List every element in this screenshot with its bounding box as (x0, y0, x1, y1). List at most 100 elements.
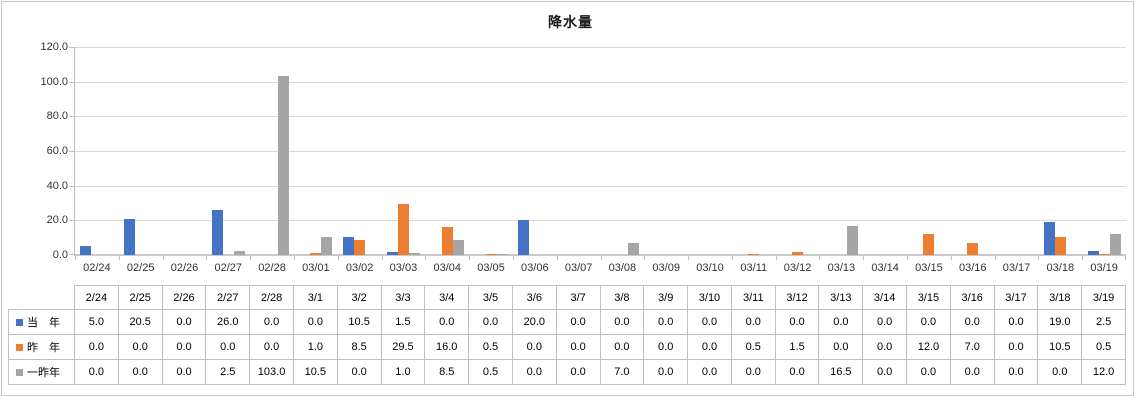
x-tick-label: 03/10 (696, 262, 724, 274)
x-tick-label: 03/16 (958, 262, 987, 274)
table-value-cell: 0.0 (644, 360, 689, 385)
x-tick-label: 03/05 (477, 262, 505, 274)
x-tick-label: 03/17 (1002, 262, 1031, 274)
table-value-cell: 1.0 (381, 360, 426, 385)
bar (846, 226, 858, 255)
x-tick-label: 03/03 (389, 262, 418, 274)
legend-key-icon (16, 318, 23, 326)
bar (967, 243, 979, 255)
table-value-cell: 0.0 (994, 335, 1039, 360)
table-value-cell: 2.5 (1082, 310, 1126, 335)
bar (1087, 251, 1099, 255)
legend-key-icon (16, 343, 23, 351)
table-value-cell: 0.0 (731, 360, 776, 385)
table-value-cell: 0.0 (863, 310, 908, 335)
y-axis-tick (69, 116, 74, 118)
table-value-cell: 0.0 (556, 310, 601, 335)
x-tick-label: 03/04 (433, 262, 461, 274)
table-header-cell: 3/9 (644, 285, 689, 310)
table-header-cell: 3/13 (819, 285, 864, 310)
x-tick-label: 03/02 (345, 262, 374, 274)
x-axis-tick (951, 256, 952, 260)
table-header-cell: 3/16 (950, 285, 995, 310)
series-label-cell: 当 年 (8, 310, 75, 335)
table-value-cell: 12.0 (907, 335, 951, 360)
table-value-cell: 10.5 (1038, 335, 1083, 360)
bar (485, 254, 497, 255)
x-axis-tick (75, 256, 76, 260)
x-axis-line (75, 254, 1126, 256)
table-value-cell: 0.0 (206, 335, 251, 360)
legend-key-icon (16, 368, 23, 376)
table-value-cell: 0.0 (75, 335, 119, 360)
bar (1043, 222, 1055, 255)
x-axis-tick (469, 256, 470, 260)
table-value-cell: 0.0 (75, 360, 119, 385)
table-header-cell: 3/12 (775, 285, 820, 310)
table-value-cell: 0.0 (118, 360, 163, 385)
grid-line (75, 47, 1126, 48)
table-value-cell: 0.0 (512, 360, 557, 385)
x-axis-tick (1038, 256, 1039, 260)
bar (792, 252, 804, 255)
x-axis-tick (644, 256, 645, 260)
table-value-cell: 0.0 (644, 335, 689, 360)
bar (354, 240, 366, 255)
table-value-cell: 16.0 (425, 335, 470, 360)
table-value-cell: 0.0 (819, 335, 864, 360)
bar (321, 237, 333, 255)
y-tick-label: 40.0 (46, 179, 68, 192)
table-value-cell: 0.0 (907, 310, 951, 335)
x-tick-label: 03/08 (608, 262, 637, 274)
table-value-cell: 0.0 (950, 360, 995, 385)
table-value-cell: 16.5 (819, 360, 864, 385)
table-value-cell: 0.0 (863, 360, 908, 385)
y-axis-tick (69, 220, 74, 222)
y-axis-line (74, 47, 75, 256)
x-axis-tick (382, 256, 383, 260)
table-header-cell: 2/25 (118, 285, 163, 310)
x-axis-tick (294, 256, 295, 260)
table-value-cell: 0.0 (644, 310, 689, 335)
table-value-cell: 0.0 (162, 335, 207, 360)
x-axis-tick (119, 256, 120, 260)
table-header-cell: 3/18 (1038, 285, 1083, 310)
table-header-cell: 3/8 (600, 285, 645, 310)
y-tick-label: 20.0 (46, 214, 68, 227)
table-header-cell: 3/1 (293, 285, 338, 310)
y-tick-label: 0.0 (52, 249, 68, 261)
table-header-cell: 3/5 (469, 285, 513, 310)
x-axis-tick (206, 256, 207, 260)
x-axis-tick (732, 256, 733, 260)
x-tick-label: 02/25 (126, 262, 155, 274)
table-value-cell: 0.0 (907, 360, 951, 385)
table-value-cell: 0.5 (469, 335, 513, 360)
bar (124, 219, 136, 255)
x-axis-tick (163, 256, 164, 260)
x-axis-tick (995, 256, 996, 260)
table-header-cell: 2/24 (75, 285, 119, 310)
bar (1054, 237, 1066, 255)
table-value-cell: 0.0 (162, 360, 207, 385)
table-value-cell: 0.0 (250, 335, 294, 360)
grid-line (75, 151, 1126, 152)
x-tick-label: 03/15 (915, 262, 943, 274)
series-label-cell: 一昨年 (8, 360, 75, 385)
x-axis-tick (601, 256, 602, 260)
table-header-cell: 3/17 (994, 285, 1039, 310)
table-value-cell: 7.0 (950, 335, 995, 360)
table-value-cell: 8.5 (337, 335, 382, 360)
table-value-cell: 5.0 (75, 310, 119, 335)
y-axis-tick (69, 81, 74, 83)
y-axis-tick (69, 47, 74, 48)
bar (496, 254, 508, 255)
series-label: 一昨年 (27, 367, 60, 379)
y-axis-tick (69, 185, 74, 187)
grid-line (75, 81, 1126, 83)
table-value-cell: 0.5 (469, 360, 513, 385)
table-value-cell: 0.0 (775, 360, 820, 385)
table-value-cell: 0.0 (600, 310, 645, 335)
grid-line (75, 220, 1126, 222)
table-header-cell: 3/3 (381, 285, 426, 310)
table-value-cell: 0.0 (250, 310, 294, 335)
